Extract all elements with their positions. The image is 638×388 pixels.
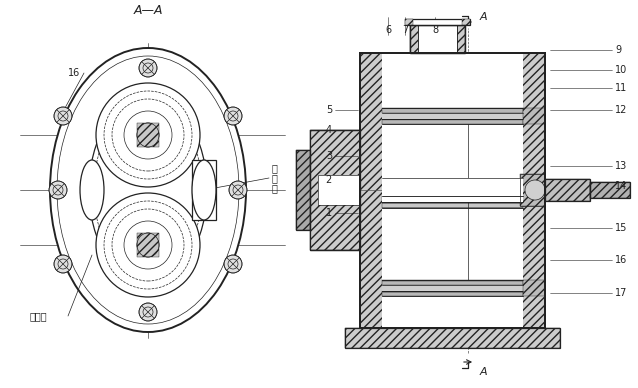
Bar — [382, 113, 523, 119]
Bar — [345, 328, 560, 348]
Bar — [462, 19, 470, 25]
Ellipse shape — [80, 160, 104, 220]
Text: 12: 12 — [615, 105, 627, 115]
Ellipse shape — [192, 160, 216, 220]
Text: 7: 7 — [402, 25, 408, 35]
Circle shape — [54, 255, 72, 273]
Circle shape — [224, 107, 242, 125]
Text: 口: 口 — [271, 183, 277, 193]
Text: 4: 4 — [326, 125, 332, 135]
Bar — [545, 179, 590, 201]
Bar — [360, 53, 545, 328]
Circle shape — [139, 303, 157, 321]
Bar — [523, 280, 545, 296]
Circle shape — [96, 193, 200, 297]
Text: 6: 6 — [385, 25, 391, 35]
Text: A: A — [480, 12, 487, 22]
Text: 11: 11 — [615, 83, 627, 93]
Text: 2: 2 — [326, 175, 332, 185]
Bar — [360, 53, 545, 328]
Bar — [310, 130, 360, 250]
Bar — [318, 175, 360, 205]
Text: 17: 17 — [615, 288, 627, 298]
Ellipse shape — [137, 123, 159, 147]
Text: 14: 14 — [615, 181, 627, 191]
Text: 13: 13 — [615, 161, 627, 171]
Bar — [410, 25, 465, 53]
Text: 16: 16 — [615, 255, 627, 265]
Bar — [418, 25, 457, 53]
Text: 16: 16 — [68, 68, 80, 78]
Text: 5: 5 — [326, 105, 332, 115]
Bar — [382, 280, 523, 285]
Bar — [382, 196, 523, 208]
Bar — [545, 179, 590, 201]
Text: 1: 1 — [326, 208, 332, 218]
Ellipse shape — [50, 48, 246, 332]
Ellipse shape — [137, 233, 159, 257]
Circle shape — [54, 107, 72, 125]
Bar — [590, 182, 630, 198]
Bar — [137, 123, 159, 147]
Bar — [382, 53, 523, 108]
Circle shape — [224, 255, 242, 273]
Bar — [382, 291, 523, 296]
Text: 3: 3 — [326, 151, 332, 161]
Polygon shape — [192, 160, 216, 220]
Bar — [418, 25, 457, 53]
Bar — [520, 174, 545, 206]
Text: 油: 油 — [271, 173, 277, 183]
Bar — [382, 196, 523, 208]
Bar — [345, 328, 560, 348]
Text: 压: 压 — [271, 163, 277, 173]
Circle shape — [525, 180, 545, 200]
Bar — [382, 296, 523, 328]
Bar — [405, 19, 413, 25]
Bar — [318, 175, 360, 205]
Circle shape — [139, 59, 157, 77]
Text: 10: 10 — [615, 65, 627, 75]
Bar — [382, 178, 523, 202]
Bar — [410, 25, 465, 53]
Bar — [296, 150, 310, 230]
Ellipse shape — [89, 96, 207, 284]
Circle shape — [229, 181, 247, 199]
Bar — [382, 208, 523, 280]
Bar — [310, 130, 360, 250]
Bar — [405, 19, 470, 25]
Bar — [382, 108, 523, 113]
Text: 15: 15 — [615, 223, 627, 233]
Circle shape — [49, 181, 67, 199]
Bar — [360, 53, 545, 328]
Bar — [382, 124, 523, 196]
Circle shape — [96, 83, 200, 187]
Bar — [382, 285, 523, 291]
Bar — [382, 119, 523, 124]
Bar — [410, 25, 465, 53]
Bar — [296, 150, 310, 230]
Text: A: A — [480, 367, 487, 377]
Bar — [523, 108, 545, 124]
Bar — [382, 280, 523, 296]
Text: A—A: A—A — [133, 3, 163, 17]
Bar — [382, 108, 523, 124]
Bar — [137, 233, 159, 257]
Text: 9: 9 — [615, 45, 621, 55]
Bar — [520, 174, 545, 206]
Bar — [590, 182, 630, 198]
Text: 吸油口: 吸油口 — [30, 311, 48, 321]
Text: 8: 8 — [432, 25, 438, 35]
